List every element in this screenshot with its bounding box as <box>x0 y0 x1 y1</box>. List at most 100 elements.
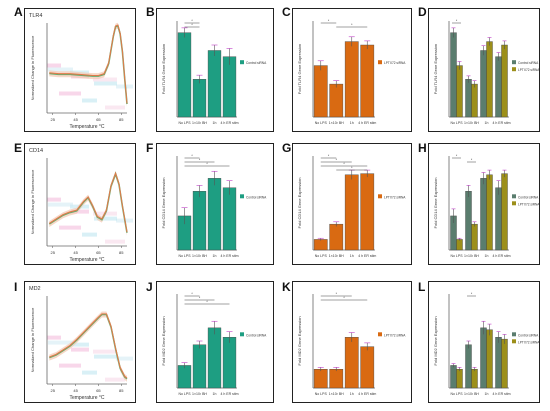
y-axis-label: Fold TLR4 Gene Expression <box>297 44 302 94</box>
chart-svg: Fold TLR4 Gene Expression No LPS 1×10² BH 1… <box>433 19 539 125</box>
background-noise <box>59 225 81 230</box>
x-tick-label: 4 h ER stim <box>492 392 510 396</box>
bar <box>501 338 508 389</box>
significance-marker: * <box>191 292 193 296</box>
chart-svg: Fold MD2 Gene Expression No LPS 1×10² BH 1h… <box>433 292 539 396</box>
panel-frame: Fold TLR4 Gene Expression No LPS 1×10² BH 1… <box>156 8 274 132</box>
significance-marker: * <box>199 296 201 300</box>
legend-label: LPTX72 siRNA <box>518 202 539 206</box>
bar <box>344 174 359 251</box>
x-tick-label: 4 h ER stim <box>358 254 376 258</box>
chart-svg: Fold TLR4 Gene Expression No LPS 1×10² BH 1… <box>297 19 406 125</box>
y-axis-label: Normalized Change in Fluorescence <box>30 35 35 100</box>
panel-letter: C <box>282 5 291 19</box>
background-noise <box>82 232 97 237</box>
x-tick-label: 4 h ER stim <box>220 254 238 258</box>
x-tick-label: 1×10² BH <box>192 392 207 396</box>
background-noise <box>93 77 117 82</box>
x-tick-label: 25 <box>50 388 55 393</box>
panel-letter: E <box>14 141 23 155</box>
x-tick-label: 45 <box>73 388 78 393</box>
panel-letter: L <box>418 280 426 294</box>
significance-marker: * <box>191 19 193 23</box>
bar <box>480 50 487 118</box>
legend-label: Control siRNA <box>246 61 267 65</box>
bar <box>471 223 478 251</box>
legend-swatch <box>240 60 244 65</box>
background-noise <box>47 197 61 202</box>
panel-frame: 25 45 65 85 TLR4 Temperature °C Normalized Cha… <box>24 8 136 132</box>
background-noise <box>48 202 73 207</box>
x-tick-label: 1×10² BH <box>192 254 207 258</box>
significance-marker: * <box>456 154 458 158</box>
y-axis-label: Fold CD14 Gene Expression <box>433 178 438 229</box>
legend-swatch <box>378 332 382 337</box>
y-axis-label: Fold CD14 Gene Expression <box>297 178 302 229</box>
panel-letter: B <box>146 5 155 19</box>
significance-marker: * <box>191 154 193 158</box>
panel-subtitle: TLR4 <box>29 13 42 19</box>
bar <box>501 173 508 251</box>
legend-swatch <box>512 201 516 206</box>
panel-letter: D <box>418 5 427 19</box>
background-noise <box>71 347 89 352</box>
x-tick-label: 85 <box>119 117 124 122</box>
significance-marker: * <box>456 19 458 23</box>
background-noise <box>48 67 73 72</box>
bar <box>329 223 344 251</box>
background-noise <box>94 354 117 359</box>
x-tick-label: 85 <box>119 250 124 255</box>
bar <box>495 56 502 118</box>
x-tick-label: No LPS <box>450 254 463 258</box>
x-tick-label: No LPS <box>178 254 191 258</box>
bar <box>450 32 457 118</box>
panel-subtitle: MD2 <box>29 286 41 292</box>
bar <box>465 191 472 251</box>
bar <box>360 44 375 118</box>
panel-frame: Fold MD2 Gene Expression No LPS 1×10² BH 1h… <box>156 281 274 403</box>
x-tick-label: 1h <box>350 392 354 396</box>
significance-marker: * <box>471 158 473 162</box>
panel-frame: Fold CD14 Gene Expression No LPS 1×10² BH 1… <box>156 143 274 265</box>
bar <box>360 173 375 251</box>
panel-letter: H <box>418 141 427 155</box>
background-noise <box>105 239 125 244</box>
y-axis-label: Normalized Change in Fluorescence <box>30 169 35 234</box>
significance-marker: * <box>471 292 473 296</box>
y-axis-label: Fold CD14 Gene Expression <box>161 178 166 229</box>
panel-frame: Fold MD2 Gene Expression No LPS 1×10² BH 1h… <box>292 281 412 403</box>
x-tick-label: 65 <box>96 388 101 393</box>
y-axis-label: Fold TLR4 Gene Expression <box>161 44 166 94</box>
melt-curve-line <box>49 313 128 379</box>
bar <box>192 344 207 389</box>
x-tick-label: 25 <box>50 250 55 255</box>
x-tick-label: No LPS <box>315 392 328 396</box>
significance-marker: * <box>336 292 338 296</box>
background-noise <box>71 209 89 214</box>
legend-label: Control siRNA <box>246 333 267 337</box>
significance-marker: * <box>328 19 330 23</box>
significance-marker: * <box>328 154 330 158</box>
background-noise <box>59 91 81 96</box>
background-noise <box>116 356 133 361</box>
x-tick-label: No LPS <box>178 121 191 125</box>
legend-swatch <box>240 194 244 199</box>
panel-frame: 25 45 65 85 MD2 Temperature °C Normalized Chan… <box>24 281 136 403</box>
bar <box>450 365 457 389</box>
background-noise <box>93 349 117 354</box>
x-tick-label: 1h <box>485 121 489 125</box>
bar <box>313 65 328 118</box>
x-tick-label: 1h <box>213 254 217 258</box>
background-noise <box>48 340 73 345</box>
legend-label: Control siRNA <box>518 61 539 65</box>
bar <box>207 178 222 251</box>
y-axis-label: Fold MD2 Gene Expression <box>433 316 438 365</box>
melt-curve-line <box>49 24 128 104</box>
x-tick-label: 1×10² BH <box>464 121 479 125</box>
legend-label: LPTX72 siRNA <box>384 333 406 337</box>
bar <box>486 174 493 251</box>
background-noise <box>47 63 61 68</box>
x-tick-label: 1h <box>213 121 217 125</box>
background-noise <box>94 81 117 86</box>
x-tick-label: No LPS <box>178 392 191 396</box>
